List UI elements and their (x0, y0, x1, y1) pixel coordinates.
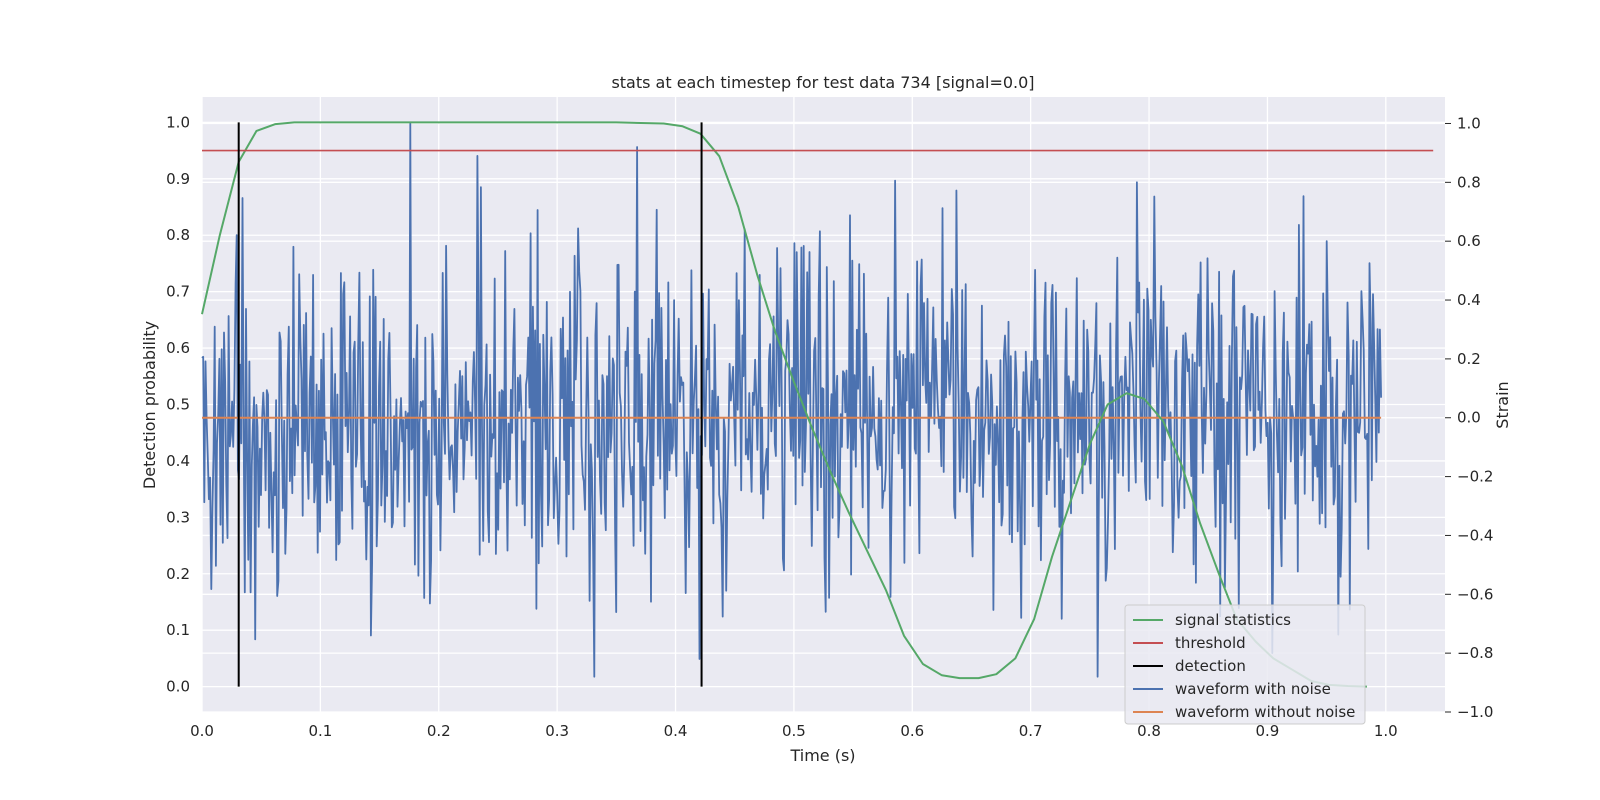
x-tick-label: 0.0 (190, 722, 214, 740)
y-axis-ticks: 0.0 0.1 0.2 0.3 0.4 0.5 0.6 0.7 0.8 0.9 1.0 (166, 113, 190, 695)
chart-title: stats at each timestep for test data 734… (611, 73, 1034, 92)
x-tick-label: 0.7 (1019, 722, 1043, 740)
y2-axis-ticks: −1.0 −0.8 −0.6 −0.4 −0.2 0.0 0.2 0.4 0.6 0.8 1.0 (1445, 114, 1493, 721)
y2-tick-label: −1.0 (1457, 703, 1493, 721)
y-tick-label: 0.6 (166, 339, 190, 357)
y-tick-label: 0.0 (166, 678, 190, 696)
x-tick-label: 1.0 (1374, 722, 1398, 740)
y2-tick-label: −0.8 (1457, 644, 1493, 662)
y2-tick-label: 0.2 (1457, 350, 1481, 368)
y2-tick-label: 0.0 (1457, 409, 1481, 427)
signal-statistics-line (201, 121, 1367, 688)
y2-tick-label: 0.6 (1457, 232, 1481, 250)
x-axis-label: Time (s) (789, 746, 855, 765)
y2-tick-label: −0.2 (1457, 468, 1493, 486)
y2-tick-label: 1.0 (1457, 114, 1481, 132)
y-tick-label: 0.3 (166, 508, 190, 526)
x-tick-label: 0.9 (1255, 722, 1279, 740)
x-tick-label: 0.8 (1137, 722, 1161, 740)
legend: signal statistics threshold detection wavef… (1124, 604, 1366, 725)
y2-tick-label: 0.4 (1457, 291, 1481, 309)
legend-box (1124, 604, 1366, 725)
y-tick-label: 1.0 (166, 113, 190, 131)
y-tick-label: 0.8 (166, 226, 190, 244)
y2-tick-label: −0.4 (1457, 526, 1493, 544)
y2-axis-label: Strain (1493, 381, 1512, 428)
series-waveform-with-noise (201, 122, 1382, 678)
y-tick-label: 0.7 (166, 283, 190, 301)
y-tick-label: 0.5 (166, 396, 190, 414)
legend-label: detection (1175, 657, 1246, 675)
x-tick-label: 0.6 (900, 722, 924, 740)
y-axis-label: Detection probability (140, 321, 159, 489)
y-tick-label: 0.9 (166, 170, 190, 188)
x-tick-label: 0.3 (545, 722, 569, 740)
y-tick-label: 0.4 (166, 452, 190, 470)
x-tick-label: 0.5 (782, 722, 806, 740)
series-detection (237, 122, 703, 687)
y-tick-label: 0.1 (166, 621, 190, 639)
waveform-with-noise-line (201, 122, 1382, 678)
legend-label: signal statistics (1175, 611, 1291, 629)
y-tick-label: 0.2 (166, 565, 190, 583)
x-tick-label: 0.1 (308, 722, 332, 740)
y2-tick-label: −0.6 (1457, 585, 1493, 603)
x-tick-label: 0.2 (427, 722, 451, 740)
series-signal-statistics (201, 121, 1367, 688)
y2-tick-label: 0.8 (1457, 173, 1481, 191)
x-axis-ticks: 0.0 0.1 0.2 0.3 0.4 0.5 0.6 0.7 0.8 0.9 1.0 (190, 722, 1398, 740)
legend-label: threshold (1175, 634, 1246, 652)
legend-label: waveform with noise (1175, 680, 1331, 698)
plot-area (201, 121, 1434, 688)
x-tick-label: 0.4 (664, 722, 688, 740)
legend-label: waveform without noise (1175, 703, 1355, 721)
